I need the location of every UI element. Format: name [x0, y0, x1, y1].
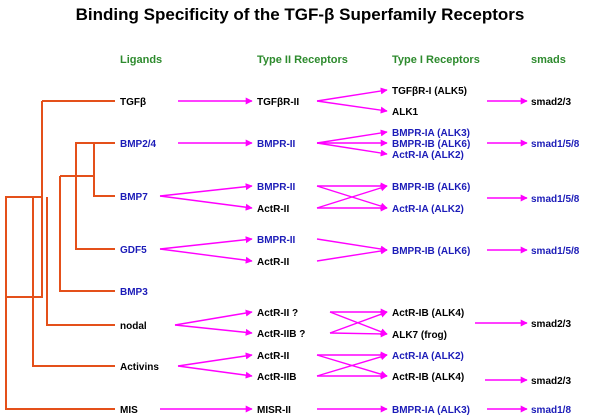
type1-bmpr-ib-alk6: BMPR-IB (ALK6)	[392, 139, 470, 150]
ligand-gdf5: GDF5	[120, 245, 147, 256]
arrow-tgfbr-ii-to-alk1	[316, 100, 388, 114]
type2-tgfbr-ii: TGFβR-II	[257, 97, 299, 108]
ligand-nodal: nodal	[120, 321, 147, 332]
type2-misr-ii: MISR-II	[257, 405, 291, 416]
ligand-tgfb: TGFβ	[120, 97, 146, 108]
arrow-nodal-to-actr-iib	[174, 324, 253, 336]
arrow-bmpr-ii-to-alk2	[316, 142, 388, 157]
type1-bmpr-ib-alk6-bmp7: BMPR-IB (ALK6)	[392, 182, 470, 193]
binding-arrows	[159, 87, 528, 413]
arrow-bmp7-to-bmpr-ii	[159, 183, 253, 197]
smad-nodal: smad2/3	[531, 319, 571, 330]
type2-bmpr-ii-bmp7: BMPR-II	[257, 182, 296, 193]
type2-bmpr-ii-gdf5: BMPR-II	[257, 235, 296, 246]
smad-bmp2-4: smad1/5/8	[531, 139, 580, 150]
ligand-bmp7: BMP7	[120, 192, 148, 203]
ligand-phylogenetic-tree	[5, 100, 115, 410]
smad-tgfb: smad2/3	[531, 97, 571, 108]
arrow-activins-to-actr-iib	[177, 365, 253, 379]
ligand-mis: MIS	[120, 405, 138, 416]
type1-bmpr-ia-alk3-mis: BMPR-IA (ALK3)	[392, 405, 470, 416]
type1-alk7-frog: ALK7 (frog)	[392, 330, 447, 341]
type2-actr-ii-gdf5: ActR-II	[257, 257, 289, 268]
page-title: Binding Specificity of the TGF-β Superfa…	[76, 5, 525, 24]
arrow-actr-ii-gdf5-to-alk6	[316, 247, 388, 262]
ligand-activins: Activins	[120, 362, 159, 373]
type1-actr-ia-alk2: ActR-IA (ALK2)	[392, 150, 464, 161]
smad-bmp7: smad1/5/8	[531, 194, 580, 205]
arrow-actr-iib-activin-to-alk2	[316, 353, 388, 377]
arrow-actr-ii-bmp7-to-alk6	[316, 184, 388, 209]
smad-activin: smad2/3	[531, 376, 571, 387]
type2-actr-ii-activin: ActR-II	[257, 351, 289, 362]
type2-actr-iib-activin: ActR-IIB	[257, 372, 296, 383]
type1-tgfbr-i-alk5: TGFβR-I (ALK5)	[392, 86, 467, 97]
arrow-tgfbr-ii-to-alk5	[316, 87, 388, 102]
arrow-actr-iib-nodal-to-alk7	[329, 330, 388, 338]
arrow-gdf5-to-bmpr-ii	[159, 236, 253, 250]
arrow-bmpr-ii-to-alk3	[316, 129, 388, 144]
type1-actr-ia-alk2-activin: ActR-IA (ALK2)	[392, 351, 464, 362]
ligand-bmp3: BMP3	[120, 287, 148, 298]
arrow-actr-iib-nodal-to-alk4	[329, 310, 388, 334]
type2-actr-ii-bmp7: ActR-II	[257, 204, 289, 215]
type1-bmpr-ia-alk3: BMPR-IA (ALK3)	[392, 128, 470, 139]
arrow-bmpr-ii-gdf5-to-alk6	[316, 238, 388, 253]
smad-mis: smad1/8	[531, 405, 571, 416]
type2-actr-ii-nodal: ActR-II ?	[257, 308, 298, 319]
type2-bmpr-ii-bmp2-4: BMPR-II	[257, 139, 296, 150]
header-type2-receptors: Type II Receptors	[257, 54, 348, 66]
arrow-gdf5-to-actr-ii	[159, 248, 253, 264]
arrow-bmp7-to-actr-ii	[159, 195, 253, 211]
type1-actr-ia-alk2-bmp7: ActR-IA (ALK2)	[392, 204, 464, 215]
type1-alk1: ALK1	[392, 107, 419, 118]
header-type1-receptors: Type I Receptors	[392, 54, 480, 66]
header-smads: smads	[531, 54, 566, 66]
ligand-bmp2-4: BMP2/4	[120, 139, 157, 150]
arrow-nodal-to-actr-ii	[174, 309, 253, 326]
type1-bmpr-ib-alk6-gdf5: BMPR-IB (ALK6)	[392, 246, 470, 257]
arrow-activins-to-actr-ii	[177, 352, 253, 367]
type1-actr-ib-alk4-activin: ActR-IB (ALK4)	[392, 372, 464, 383]
smad-gdf5: smad1/5/8	[531, 246, 580, 257]
type1-actr-ib-alk4-nodal: ActR-IB (ALK4)	[392, 308, 464, 319]
header-ligands: Ligands	[120, 54, 162, 66]
type2-actr-iib-nodal: ActR-IIB ?	[257, 329, 305, 340]
